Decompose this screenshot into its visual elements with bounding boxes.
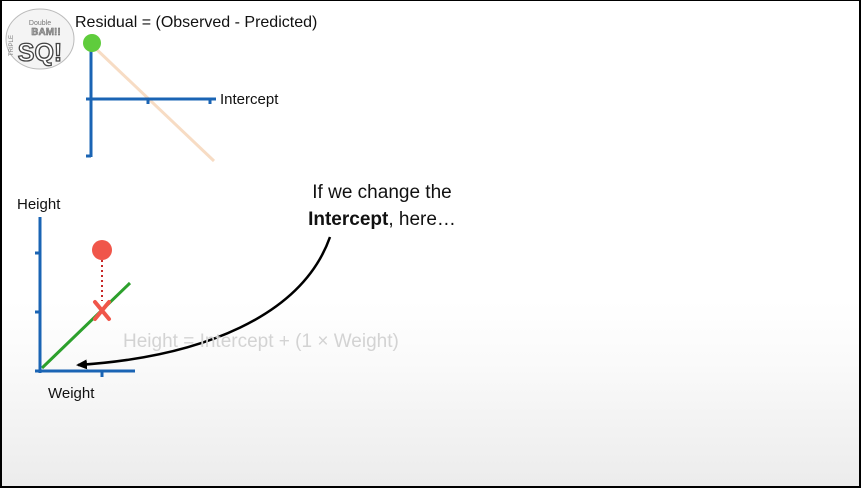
residual-title: Residual = (Observed - Predicted) — [75, 14, 318, 31]
residual-plot — [83, 34, 216, 163]
height-weight-plot — [35, 217, 135, 377]
observed-point — [92, 240, 112, 260]
callout-line-2: Intercept, here… — [292, 206, 472, 233]
predicted-x-mark — [93, 300, 111, 321]
logo-line-2: BAM!! — [31, 27, 60, 38]
fit-line — [40, 281, 132, 370]
callout-text: If we change the Intercept, here… — [292, 179, 472, 233]
intercept-axis-label: Intercept — [220, 91, 279, 108]
weight-axis-label: Weight — [48, 385, 95, 402]
residual-point — [83, 34, 101, 52]
callout-line-1: If we change the — [312, 182, 452, 203]
residual-line — [91, 44, 216, 163]
callout-arrow — [76, 236, 332, 370]
statquest-logo: Double BAM!! SQ! TRIPLE — [5, 8, 75, 70]
logo-line-3: SQ! — [18, 39, 62, 67]
equation-text: Height = Intercept + (1 × Weight) — [123, 331, 399, 352]
callout-emphasis: Intercept — [308, 209, 389, 230]
height-axis-label: Height — [17, 196, 61, 213]
logo-line-1: Double — [29, 20, 51, 27]
callout-rest: , here… — [388, 209, 456, 230]
logo-side-text: TRIPLE — [9, 35, 15, 56]
